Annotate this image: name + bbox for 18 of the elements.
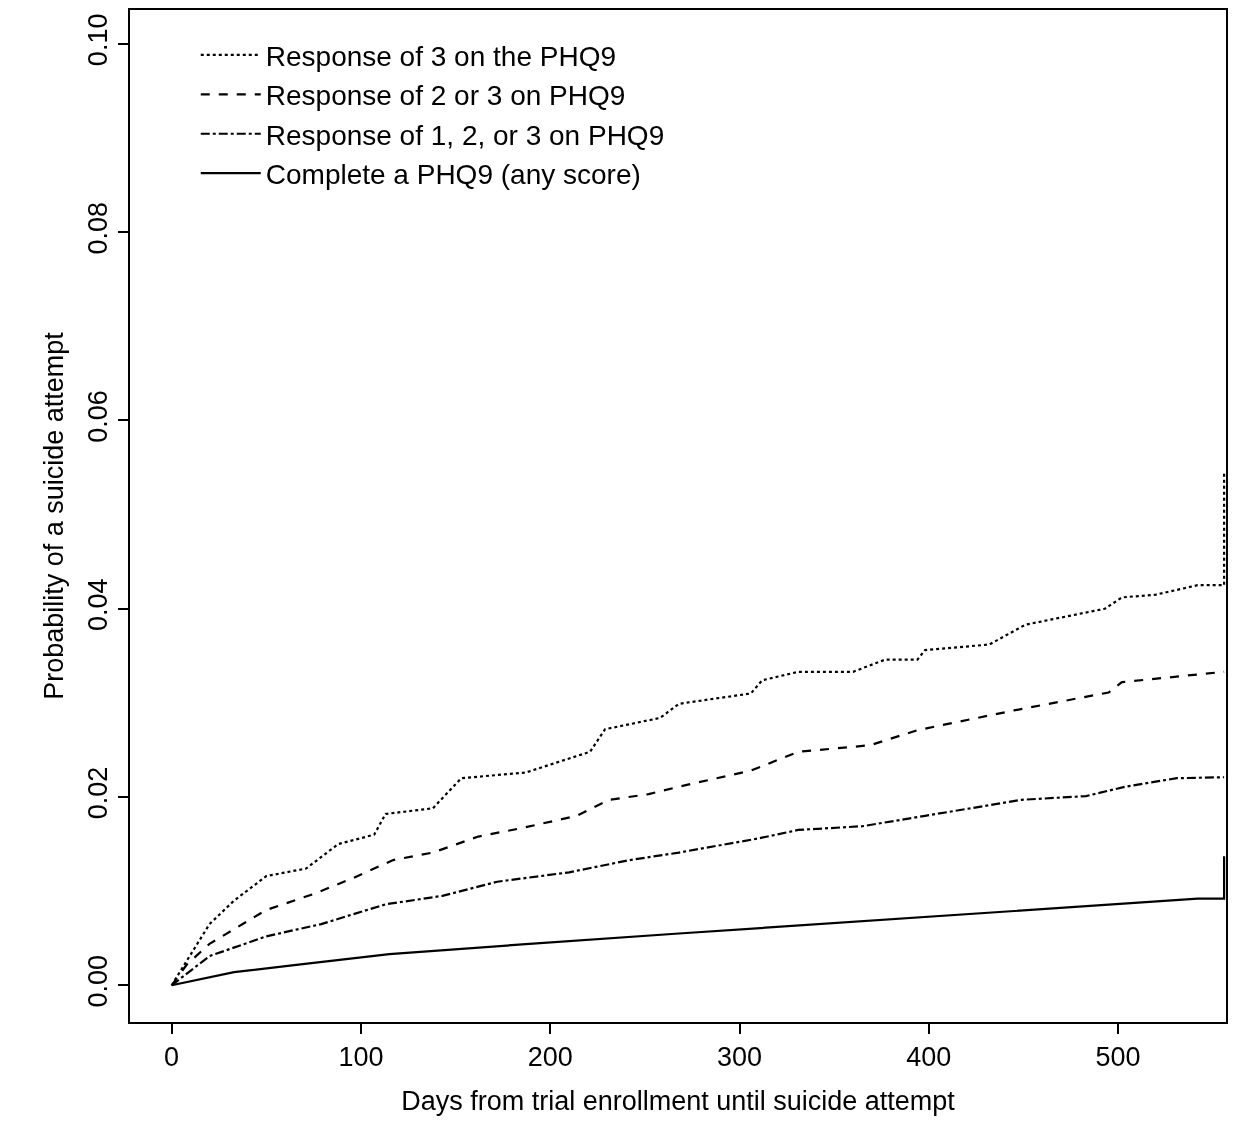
y-tick-label: 0.08: [83, 201, 114, 255]
y-tick-label: 0.06: [83, 390, 114, 443]
legend-label: Response of 2 or 3 on PHQ9: [265, 80, 626, 112]
x-tick-label: 400: [906, 1042, 952, 1073]
legend-label: Complete a PHQ9 (any score): [265, 159, 641, 191]
legend-label: Response of 3 on the PHQ9: [265, 40, 616, 72]
y-tick-label: 0.04: [83, 578, 114, 631]
x-tick-label: 500: [1095, 1042, 1141, 1073]
x-tick-label: 0: [164, 1042, 180, 1073]
x-axis-title: Days from trial enrollment until suicide attempt: [401, 1086, 956, 1117]
x-tick-label: 200: [527, 1042, 573, 1073]
x-tick-label: 300: [716, 1042, 763, 1073]
legend-label: Response of 1, 2, or 3 on PHQ9: [265, 119, 665, 151]
y-tick-label: 0.02: [83, 766, 114, 820]
y-tick-label: 0.10: [83, 13, 114, 67]
y-tick-label: 0.00: [83, 954, 114, 1008]
x-tick-label: 100: [338, 1042, 384, 1073]
y-axis-title: Probability of a suicide attempt: [39, 331, 69, 700]
